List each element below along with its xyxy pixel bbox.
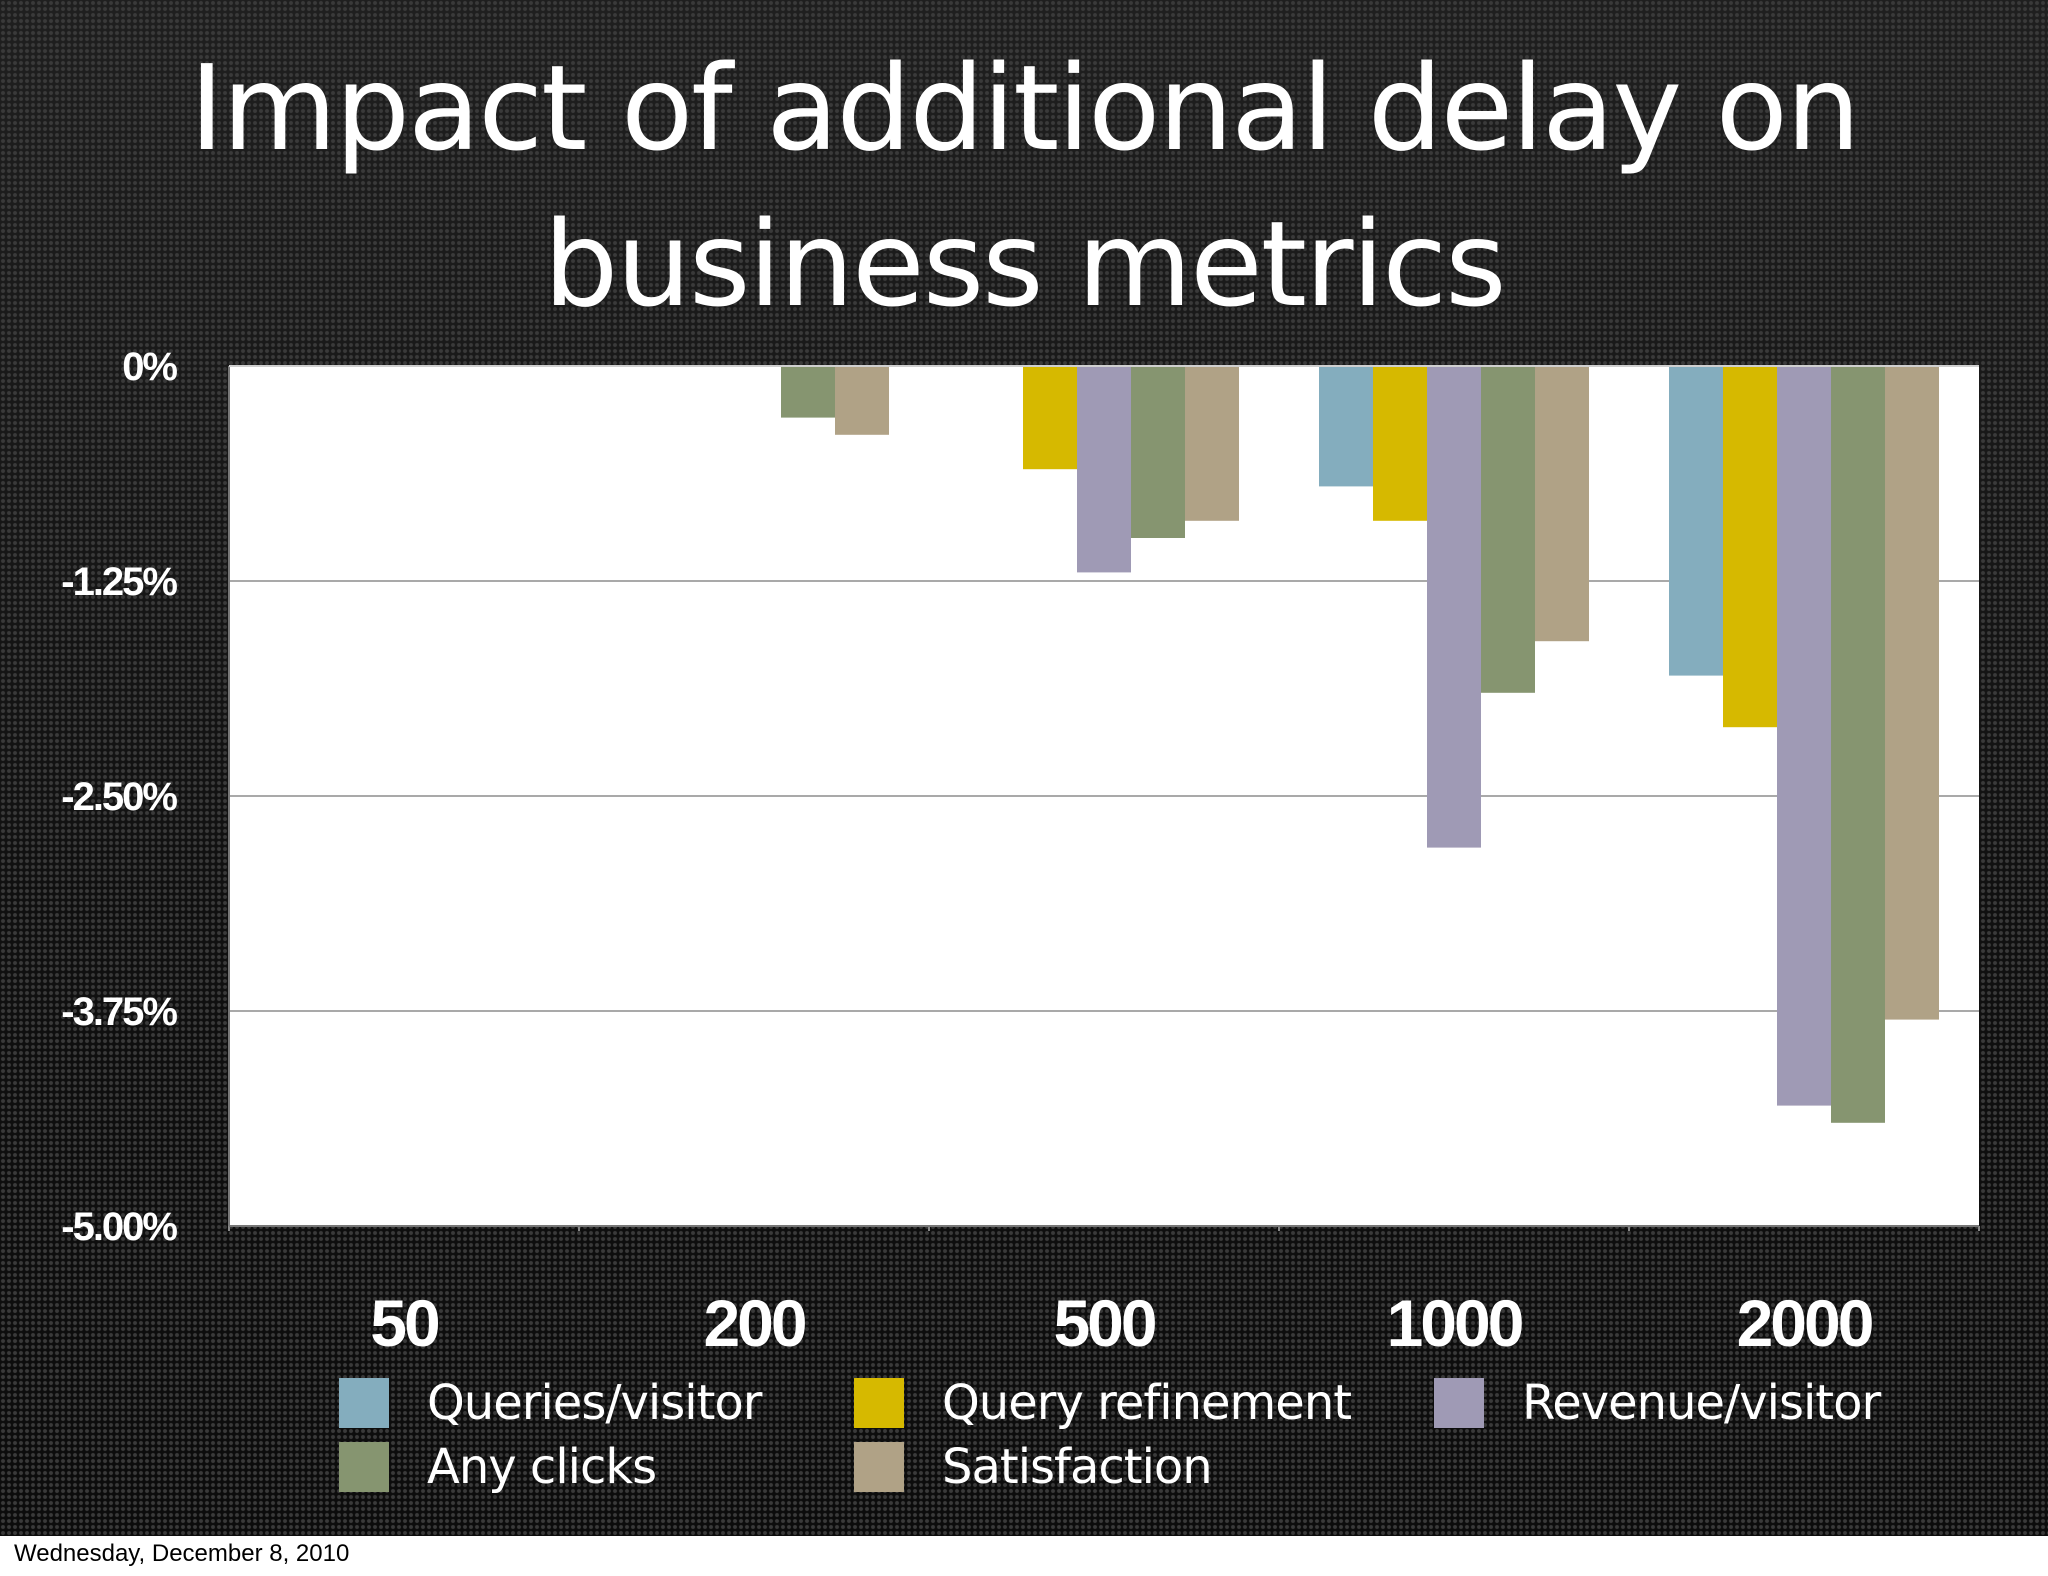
x-tick-label: 1000: [1387, 1286, 1522, 1360]
legend-swatch-satisfaction: [854, 1442, 904, 1492]
legend-item-any-clicks: Any clicks: [339, 1439, 657, 1495]
bar-query-refinement-2000: [1723, 366, 1777, 728]
bar-satisfaction-200: [835, 366, 889, 435]
bar-satisfaction-2000: [1885, 366, 1939, 1020]
bar-any-clicks-200: [781, 366, 835, 418]
y-tick-label: -3.75%: [61, 990, 177, 1034]
bar-any-clicks-500: [1131, 366, 1185, 538]
bar-satisfaction-500: [1185, 366, 1239, 521]
chart-title-line-1: Impact of additional delay on: [189, 39, 1860, 177]
legend-item-revenue-visitor: Revenue/visitor: [1434, 1375, 1881, 1431]
legend-label-any-clicks: Any clicks: [427, 1439, 657, 1495]
bar-revenue-visitor-2000: [1777, 366, 1831, 1106]
x-tick-label: 2000: [1737, 1286, 1872, 1360]
bar-query-refinement-1000: [1373, 366, 1427, 521]
y-tick-label: -2.50%: [61, 775, 177, 819]
y-tick-label: -1.25%: [61, 560, 177, 604]
legend-swatch-any-clicks: [339, 1442, 389, 1492]
bar-queries-visitor-2000: [1669, 366, 1723, 676]
legend-label-queries-visitor: Queries/visitor: [427, 1375, 763, 1431]
chart-title-line-2: business metrics: [543, 195, 1506, 333]
bar-any-clicks-2000: [1831, 366, 1885, 1123]
bar-revenue-visitor-500: [1077, 366, 1131, 573]
legend-swatch-queries-visitor: [339, 1378, 389, 1428]
legend-swatch-query-refinement: [854, 1378, 904, 1428]
bar-revenue-visitor-1000: [1427, 366, 1481, 848]
legend-label-revenue-visitor: Revenue/visitor: [1522, 1375, 1881, 1431]
x-tick-label: 200: [703, 1286, 804, 1360]
legend-item-query-refinement: Query refinement: [854, 1375, 1352, 1431]
bar-queries-visitor-1000: [1319, 366, 1373, 487]
legend-label-satisfaction: Satisfaction: [942, 1439, 1213, 1495]
bar-query-refinement-500: [1023, 366, 1077, 470]
y-tick-label: 0%: [122, 345, 177, 389]
slide-background: Impact of additional delay on business m…: [0, 0, 2048, 1536]
y-tick-label: -5.00%: [61, 1205, 177, 1249]
legend-item-satisfaction: Satisfaction: [854, 1439, 1213, 1495]
bar-any-clicks-1000: [1481, 366, 1535, 693]
legend-label-query-refinement: Query refinement: [942, 1375, 1352, 1431]
legend-item-queries-visitor: Queries/visitor: [339, 1375, 763, 1431]
footer-date: Wednesday, December 8, 2010: [14, 1540, 350, 1567]
x-tick-label: 500: [1053, 1286, 1154, 1360]
legend-swatch-revenue-visitor: [1434, 1378, 1484, 1428]
x-tick-label: 50: [370, 1286, 438, 1360]
bar-chart: 0% -1.25% -2.50% -3.75% -5.00% 50 200 500 1000 20…: [61, 345, 1980, 1360]
chart-title: Impact of additional delay on business m…: [0, 30, 2048, 342]
bar-satisfaction-1000: [1535, 366, 1589, 642]
